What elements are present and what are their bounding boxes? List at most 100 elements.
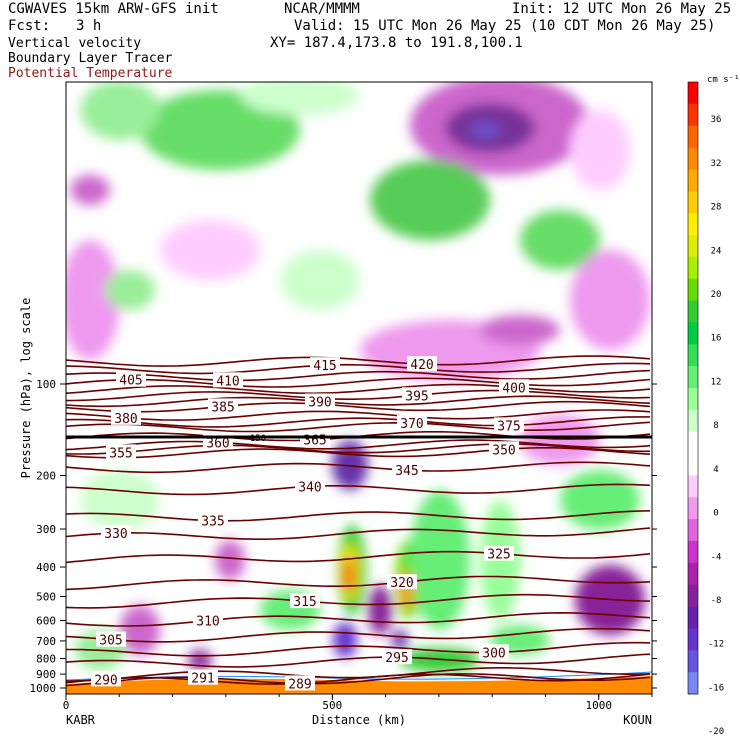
colorbar-swatch [688, 409, 698, 433]
colorbar-swatch [688, 147, 698, 170]
isentrope-label: 390 [308, 396, 331, 411]
y-tick-label: 500 [36, 590, 56, 603]
colorbar-swatch [688, 103, 698, 127]
x-axis-title: Distance (km) [312, 713, 406, 727]
y-tick-label: 100 [36, 378, 56, 391]
isentrope-360 [66, 439, 651, 451]
field-vertical-velocity: Vertical velocity [8, 36, 142, 51]
isentrope-label-bg [193, 612, 223, 628]
isentrope-label: 380 [114, 412, 137, 427]
y-tick-label: 200 [36, 470, 56, 483]
isentrope-295 [66, 653, 651, 668]
colorbar-swatch [688, 475, 698, 498]
isentrope-label: 325 [487, 548, 510, 563]
fcst-value: 3 h [76, 18, 102, 34]
isentrope-label: 330 [104, 527, 127, 542]
isentrope-label: 340 [298, 480, 321, 495]
isentrope-label-bg [407, 356, 437, 372]
colorbar-label: -8 [711, 596, 722, 606]
isentrope-label-bg [188, 669, 218, 685]
colorbar-swatch [688, 497, 698, 520]
isentrope-320 [66, 575, 651, 591]
colorbar-label: -16 [708, 683, 724, 693]
isentrope-310 [66, 611, 651, 627]
colorbar-swatch [688, 191, 698, 214]
x-tick-label: 500 [322, 699, 342, 712]
isentrope-400 [66, 383, 651, 395]
cross-section-xy: XY= 187.4,173.8 to 191.8,100.1 [270, 35, 523, 51]
colorbar-label: -4 [711, 552, 722, 562]
isentrope-315 [66, 593, 651, 609]
colorbar-label: 12 [711, 377, 722, 387]
isentrope-350 [66, 447, 651, 459]
y-axis-title: Pressure (hPa), log scale [19, 298, 33, 479]
isentrope-label-bg [489, 441, 519, 457]
isentrope-label: 370 [400, 417, 423, 432]
field-boundary-layer-tracer: Boundary Layer Tracer [8, 51, 173, 66]
isentrope-300 [66, 641, 651, 657]
colorbar-labels: 36 32 28 24 20 16 12 8 4 0 -4 -8 -12 -16 -20 [708, 115, 724, 737]
isentrope-label: 290 [94, 673, 117, 688]
isentrope-label: 320 [390, 576, 413, 591]
colorbar-label: -20 [708, 727, 724, 737]
isentrope-385 [66, 400, 651, 413]
y-tick-label: 1000 [30, 682, 57, 695]
isentrope-label: 355 [109, 446, 132, 461]
isentrope-label-bg [494, 417, 524, 433]
colorbar-swatch [688, 541, 698, 564]
plot-frame [65, 81, 653, 695]
colorbar-label: 4 [713, 465, 718, 475]
colorbar-swatch [688, 256, 698, 280]
isentrope-label: 291 [191, 672, 214, 687]
colorbar-swatch [688, 388, 698, 411]
isentrope-290 [66, 667, 651, 682]
y-tick-label: 700 [36, 635, 56, 648]
isentrope-label-bg [300, 431, 330, 447]
colorbar-label: 0 [713, 509, 718, 519]
colorbar-label: 16 [711, 334, 722, 344]
isentrope-label-bg [392, 462, 422, 478]
colorbar-swatch [688, 322, 698, 345]
colorbar-swatch [688, 82, 698, 105]
colorbar-label: 8 [713, 421, 718, 431]
isentrope-label-bg [499, 379, 529, 395]
x-tick-label: 1000 [585, 699, 612, 712]
isentrope-label-bg [208, 398, 238, 414]
colorbar-label: 36 [711, 115, 722, 125]
isentrope-325 [66, 550, 651, 564]
valid-time: Valid: 15 UTC Mon 26 May 25 (10 CDT Mon … [294, 18, 716, 34]
colorbar [687, 81, 699, 695]
isentrope-label-bg [484, 545, 514, 561]
colorbar-label: 32 [711, 159, 722, 169]
isentrope-335 [66, 510, 651, 522]
colorbar-swatch [688, 235, 698, 258]
isentrope-label-bg [101, 525, 131, 541]
colorbar-swatch [688, 431, 698, 455]
isentrope-label: 289 [288, 677, 311, 692]
left-endpoint-label: KABR [66, 713, 96, 727]
isentrope-390 [66, 395, 651, 408]
isentrope-label-bg [479, 644, 509, 660]
isentrope-370 [66, 421, 651, 433]
colorbar-swatch [688, 169, 698, 192]
isentrope-label: 345 [395, 464, 418, 479]
tropopause-label: 150 [250, 434, 266, 444]
isentrope-label: 335 [201, 515, 224, 530]
isentrope-label: 295 [385, 651, 408, 666]
colorbar-swatch [688, 278, 698, 302]
colorbar-swatch [688, 584, 698, 608]
isentrope-label-bg [198, 512, 228, 528]
x-axis-ticks: 0 500 1000 [63, 694, 653, 712]
isentrope-label-bg [310, 357, 340, 373]
isentrope-label: 315 [293, 595, 316, 610]
isentrope-395 [66, 389, 651, 402]
isentrope-289 [66, 673, 651, 685]
isentrope-415 [66, 362, 651, 375]
isentrope-label: 350 [492, 443, 515, 458]
x-tick-label: 0 [63, 699, 70, 712]
isentrope-label: 400 [502, 381, 525, 396]
fcst-label: Fcst: [8, 18, 51, 34]
isentrope-label-bg [382, 649, 412, 665]
